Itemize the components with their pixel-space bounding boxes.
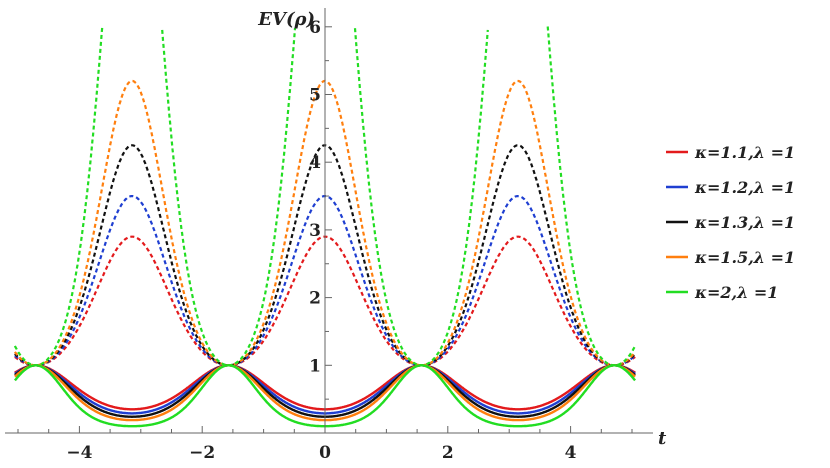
x-tick-label: −4 [66,443,92,463]
y-tick-label: 4 [309,153,321,173]
y-tick-label: 2 [309,289,321,309]
x-tick-label: −2 [189,443,215,463]
legend-label-1: κ=1.2,λ =1 [694,178,795,197]
legend-label-2: κ=1.3,λ =1 [694,213,795,232]
series-4-upper-line-0 [13,26,104,367]
ticks: −4 −2 0 2 4 1 2 3 4 5 6 [17,18,633,463]
series-4-upper-line-3 [546,26,637,367]
legend-label-4: κ=2,λ =1 [694,283,778,302]
y-tick-label: 5 [309,86,321,106]
legend-label-0: κ=1.1,λ =1 [694,143,795,162]
x-tick-label: 0 [319,443,331,463]
legend: κ=1.1,λ =1 κ=1.2,λ =1 κ=1.3,λ =1 κ=1.5,λ =1… [666,143,795,302]
y-tick-label: 3 [309,221,321,241]
x-tick-label: 2 [442,443,454,463]
x-tick-label: 4 [565,443,577,463]
x-axis-title: t [658,428,667,449]
y-axis-title: EV(ρ) [257,9,315,30]
axes [5,8,653,434]
legend-label-3: κ=1.5,λ =1 [694,248,795,267]
y-tick-label: 6 [309,18,321,38]
y-tick-label: 1 [309,356,321,376]
